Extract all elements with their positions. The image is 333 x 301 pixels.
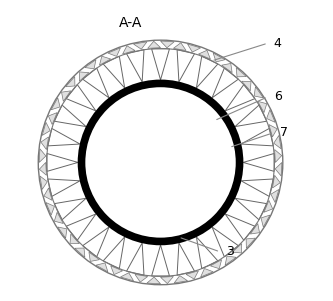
- Polygon shape: [264, 200, 273, 212]
- Polygon shape: [173, 43, 186, 51]
- Polygon shape: [225, 256, 236, 265]
- Text: 3: 3: [226, 245, 234, 258]
- Polygon shape: [58, 227, 67, 238]
- Polygon shape: [161, 277, 173, 284]
- Polygon shape: [70, 234, 79, 244]
- Polygon shape: [75, 248, 85, 257]
- Polygon shape: [96, 263, 108, 272]
- Polygon shape: [134, 42, 147, 49]
- Polygon shape: [121, 273, 134, 281]
- Text: 6: 6: [274, 90, 282, 103]
- Polygon shape: [39, 149, 46, 163]
- Polygon shape: [213, 53, 225, 62]
- Polygon shape: [161, 41, 174, 48]
- Polygon shape: [44, 188, 52, 200]
- Polygon shape: [254, 87, 263, 98]
- Polygon shape: [275, 150, 282, 163]
- Polygon shape: [246, 238, 255, 248]
- Circle shape: [38, 40, 283, 285]
- Polygon shape: [89, 252, 100, 262]
- Polygon shape: [85, 60, 96, 69]
- Polygon shape: [274, 135, 281, 149]
- Polygon shape: [147, 277, 161, 284]
- Polygon shape: [210, 260, 222, 269]
- Text: 4: 4: [274, 37, 282, 50]
- Polygon shape: [79, 72, 89, 81]
- Polygon shape: [39, 163, 46, 175]
- Polygon shape: [54, 212, 63, 224]
- Polygon shape: [272, 175, 280, 188]
- Circle shape: [80, 82, 241, 243]
- Polygon shape: [100, 56, 111, 65]
- Polygon shape: [267, 110, 275, 122]
- Polygon shape: [186, 271, 198, 279]
- Polygon shape: [108, 48, 121, 56]
- Polygon shape: [41, 137, 49, 150]
- Polygon shape: [111, 266, 123, 275]
- Polygon shape: [135, 275, 148, 282]
- Polygon shape: [275, 163, 282, 176]
- Polygon shape: [269, 125, 277, 137]
- Polygon shape: [232, 244, 242, 253]
- Polygon shape: [222, 64, 232, 73]
- Polygon shape: [261, 215, 270, 227]
- Text: 7: 7: [280, 126, 288, 139]
- Polygon shape: [46, 203, 55, 215]
- Polygon shape: [42, 122, 50, 135]
- Polygon shape: [258, 101, 267, 113]
- Polygon shape: [40, 176, 47, 189]
- Polygon shape: [250, 224, 259, 234]
- Polygon shape: [198, 50, 210, 59]
- Polygon shape: [242, 81, 251, 91]
- Circle shape: [87, 89, 234, 236]
- Polygon shape: [187, 44, 200, 52]
- Polygon shape: [123, 46, 135, 54]
- Polygon shape: [62, 91, 71, 101]
- Polygon shape: [271, 189, 279, 203]
- Text: A-A: A-A: [119, 16, 143, 30]
- Polygon shape: [51, 98, 60, 110]
- Polygon shape: [148, 41, 161, 48]
- Polygon shape: [200, 268, 213, 277]
- Polygon shape: [174, 276, 187, 283]
- Polygon shape: [66, 76, 75, 87]
- Polygon shape: [236, 67, 246, 77]
- Polygon shape: [48, 113, 57, 125]
